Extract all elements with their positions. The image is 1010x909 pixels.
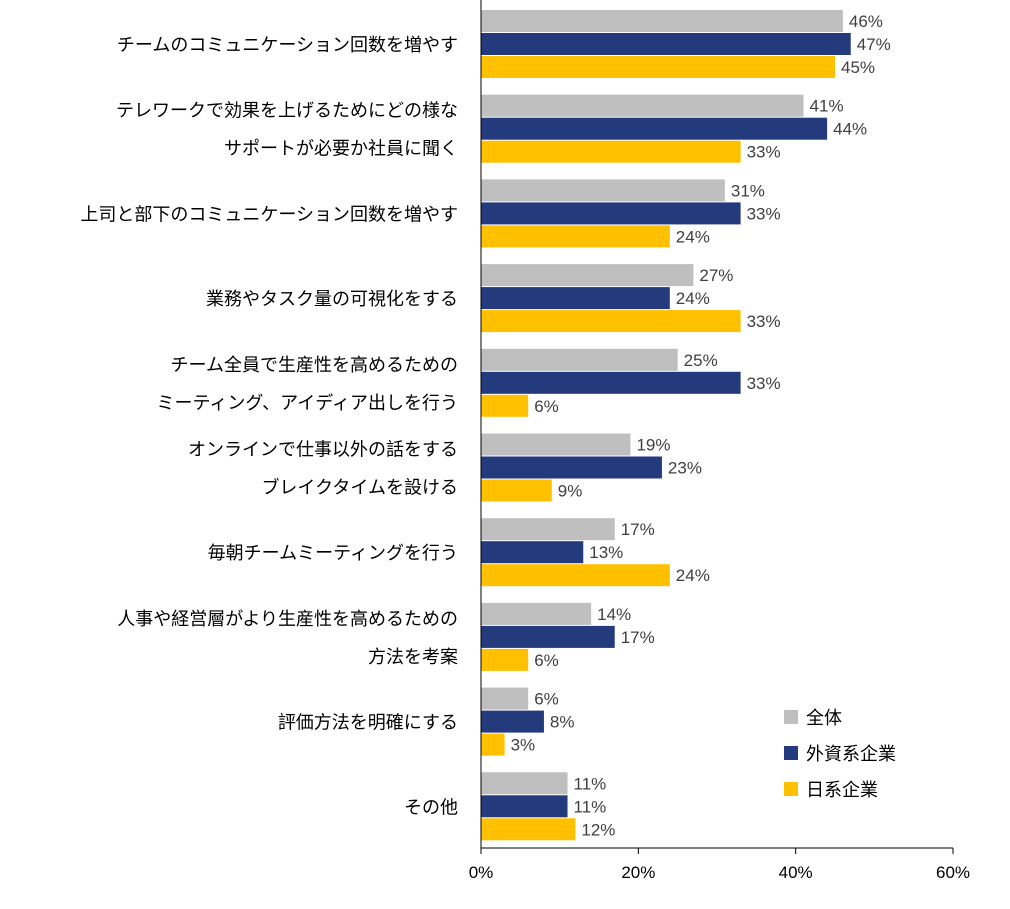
data-label: 24% xyxy=(676,289,710,308)
category-label: オンラインで仕事以外の話をする xyxy=(188,440,458,461)
bar xyxy=(481,433,631,456)
category-label: 人事や経営層がより生産性を高めるための xyxy=(117,609,458,630)
data-label: 9% xyxy=(558,482,583,501)
data-label: 45% xyxy=(841,58,875,77)
data-label: 17% xyxy=(621,628,655,647)
bar xyxy=(481,541,584,564)
data-label: 17% xyxy=(621,520,655,539)
bar xyxy=(481,710,544,733)
bar xyxy=(481,371,741,394)
bar xyxy=(481,33,851,55)
bar xyxy=(481,456,662,479)
bar xyxy=(481,56,835,78)
bar xyxy=(481,518,615,541)
data-label: 6% xyxy=(534,690,559,709)
legend-swatch xyxy=(784,746,798,760)
bar xyxy=(481,625,615,648)
data-label: 47% xyxy=(857,35,891,54)
data-label: 6% xyxy=(534,651,559,670)
legend-swatch xyxy=(784,782,798,796)
category-label: 方法を考案 xyxy=(368,647,458,668)
category-label: 評価方法を明確にする xyxy=(278,713,458,734)
legend-label: 日系企業 xyxy=(806,780,878,801)
data-label: 6% xyxy=(534,397,559,416)
category-label: チームのコミュニケーション回数を増やす xyxy=(117,35,458,56)
data-label: 24% xyxy=(676,566,710,585)
data-label: 33% xyxy=(747,143,781,162)
category-label: チーム全員で生産性を高めるための xyxy=(171,355,458,376)
bar xyxy=(481,348,678,371)
bar xyxy=(481,733,505,756)
bar xyxy=(481,179,725,202)
bar xyxy=(481,94,804,117)
data-label: 23% xyxy=(668,459,702,478)
category-label: テレワークで効果を上げるためにどの様な xyxy=(116,101,458,122)
bar xyxy=(481,394,529,417)
data-label: 3% xyxy=(511,736,536,755)
legend-swatch xyxy=(784,710,798,724)
bar xyxy=(481,772,568,795)
category-label: ミーティング、アイディア出しを行う xyxy=(157,393,459,414)
data-label: 19% xyxy=(636,436,670,455)
data-label: 25% xyxy=(684,351,718,370)
data-label: 46% xyxy=(849,12,883,31)
bar xyxy=(481,225,670,248)
bar xyxy=(481,202,741,225)
bar xyxy=(481,602,592,625)
data-label: 13% xyxy=(589,543,623,562)
bar xyxy=(481,287,670,310)
x-tick-label: 40% xyxy=(779,863,813,882)
data-label: 24% xyxy=(676,227,710,246)
category-label: その他 xyxy=(404,797,458,818)
data-label: 41% xyxy=(810,97,844,116)
category-label: ブレイクタイムを設ける xyxy=(261,477,458,499)
data-label: 44% xyxy=(833,120,867,139)
bar xyxy=(481,117,828,140)
legend-label: 全体 xyxy=(806,708,842,729)
legend-label: 外資系企業 xyxy=(806,744,896,765)
x-tick-label: 20% xyxy=(621,863,655,882)
data-label: 31% xyxy=(731,181,765,200)
bar xyxy=(481,564,670,587)
bar xyxy=(481,10,843,32)
x-tick-label: 0% xyxy=(469,863,494,882)
data-label: 33% xyxy=(747,374,781,393)
data-label: 8% xyxy=(550,713,575,732)
bar xyxy=(481,310,741,333)
bar xyxy=(481,479,552,502)
data-label: 33% xyxy=(747,204,781,223)
category-label: 毎朝チームミーティングを行う xyxy=(208,543,458,564)
bar xyxy=(481,687,529,710)
category-label: サポートが必要か社員に聞く xyxy=(224,139,458,160)
data-label: 12% xyxy=(581,820,615,839)
bar xyxy=(481,140,741,163)
data-label: 11% xyxy=(574,797,607,816)
bar xyxy=(481,818,576,841)
data-label: 27% xyxy=(699,266,733,285)
bar xyxy=(481,264,694,287)
data-label: 11% xyxy=(574,774,607,793)
bar xyxy=(481,795,568,818)
category-label: 上司と部下のコミュニケーション回数を増やす xyxy=(80,204,458,225)
bar xyxy=(481,648,529,671)
category-label: 業務やタスク量の可視化をする xyxy=(206,289,458,310)
data-label: 33% xyxy=(747,312,781,331)
x-tick-label: 60% xyxy=(936,863,970,882)
data-label: 14% xyxy=(597,605,631,624)
